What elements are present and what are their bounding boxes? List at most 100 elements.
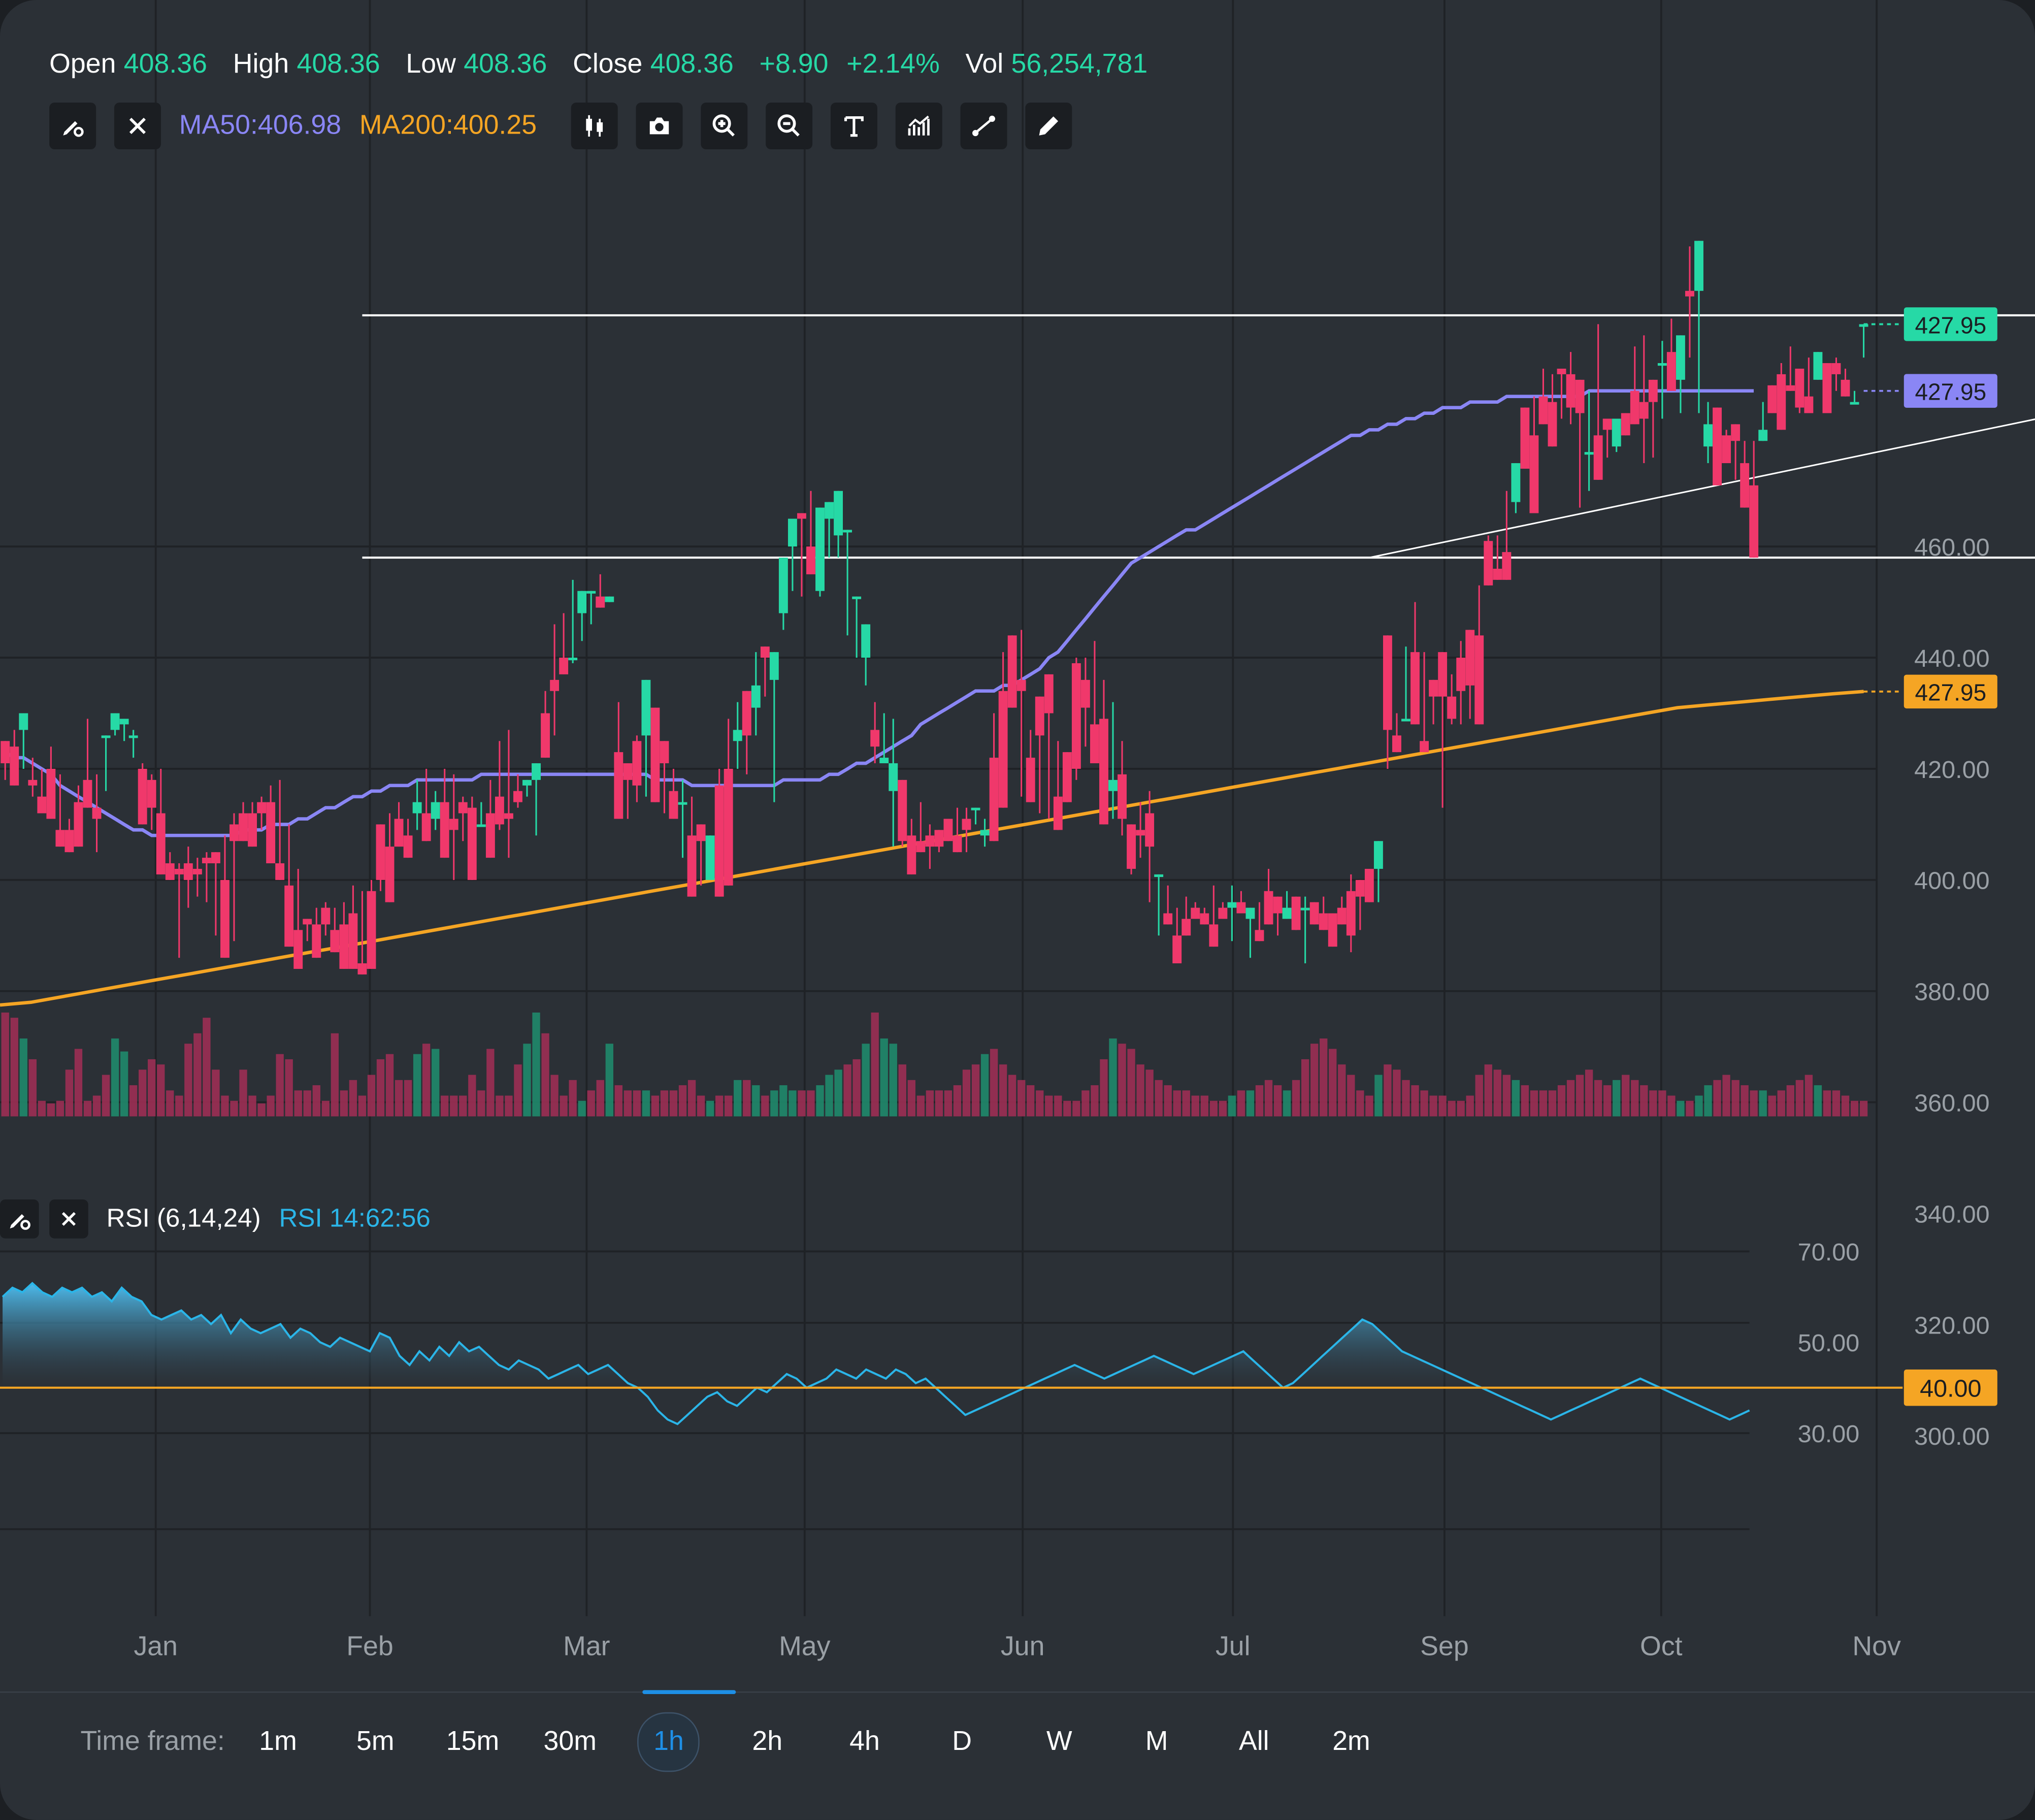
timeframe-option-w[interactable]: W <box>1046 1726 1072 1757</box>
candle-body <box>568 658 578 661</box>
draw-tool-button[interactable] <box>1025 102 1072 149</box>
price-label-box <box>1903 307 1997 341</box>
volume-bar <box>1017 1080 1026 1117</box>
volume-bar <box>578 1100 586 1117</box>
volume-bar <box>1283 1090 1291 1117</box>
y-tick-label: 440.00 <box>1914 645 1989 672</box>
candle-body <box>128 735 138 738</box>
trendline-tool-button[interactable] <box>960 102 1007 149</box>
y-tick-label: 320.00 <box>1914 1312 1989 1339</box>
candle-body <box>1557 368 1566 374</box>
volume-bar <box>1191 1095 1199 1117</box>
volume-bar <box>825 1075 833 1117</box>
close-indicator-button[interactable] <box>114 102 161 149</box>
volume-bar <box>1722 1075 1730 1117</box>
volume-bar <box>257 1103 266 1117</box>
candle-body <box>787 518 797 547</box>
volume-bar <box>1731 1080 1739 1117</box>
candle-body <box>1291 896 1301 930</box>
volume-bar <box>92 1095 101 1117</box>
timeframe-option-15m[interactable]: 15m <box>446 1726 500 1757</box>
candle-body <box>953 835 962 853</box>
indicators-button[interactable] <box>895 102 942 149</box>
change-percent: +2.14% <box>846 49 940 79</box>
timeframe-option-5m[interactable]: 5m <box>356 1726 395 1757</box>
price-label-box <box>1903 674 1997 709</box>
volume-bar <box>789 1090 797 1117</box>
volume-bar <box>523 1044 531 1117</box>
volume-bar <box>1127 1049 1135 1117</box>
indicator-settings-button[interactable] <box>49 102 96 149</box>
candle-body <box>870 730 880 747</box>
candle-body <box>778 558 788 613</box>
volume-bar <box>980 1054 989 1117</box>
volume-bar <box>203 1018 211 1117</box>
volume-bar <box>47 1103 55 1117</box>
candle-body <box>1722 435 1731 464</box>
candle-body <box>559 658 569 674</box>
candle-body <box>971 807 980 810</box>
volume-bar <box>303 1090 311 1117</box>
candle-body <box>669 791 678 819</box>
candle-body <box>1795 368 1804 408</box>
volume-bar <box>349 1080 357 1117</box>
volume-bar <box>898 1064 906 1117</box>
candle-body <box>1566 374 1576 408</box>
volume-bar <box>120 1051 128 1117</box>
timeframe-option-2m[interactable]: 2m <box>1332 1726 1370 1757</box>
timeframe-option-4h[interactable]: 4h <box>849 1726 880 1757</box>
candle-body <box>1584 452 1594 455</box>
timeframe-option-m[interactable]: M <box>1145 1726 1168 1757</box>
rsi-close-button[interactable] <box>49 1199 88 1239</box>
rsi-settings-button[interactable] <box>0 1199 39 1239</box>
volume-bar <box>1310 1044 1319 1117</box>
timeframe-option-all[interactable]: All <box>1238 1726 1269 1757</box>
timeframe-option-30m[interactable]: 30m <box>543 1726 597 1757</box>
candle-body <box>1511 463 1521 502</box>
volume-bar <box>642 1090 650 1117</box>
volume-bar <box>1557 1085 1566 1117</box>
volume-bar <box>468 1075 476 1117</box>
volume-bar <box>596 1080 604 1117</box>
volume-bar <box>660 1090 669 1117</box>
timeframe-option-1h[interactable]: 1h <box>637 1712 700 1772</box>
candle-body <box>1429 679 1438 697</box>
chart-type-button[interactable] <box>570 102 617 149</box>
candle-body <box>1080 679 1090 708</box>
volume-bar <box>432 1049 440 1117</box>
volume-bar <box>1677 1100 1685 1117</box>
text-tool-button[interactable] <box>830 102 877 149</box>
candle-body <box>861 624 871 658</box>
timeframe-option-2h[interactable]: 2h <box>752 1726 783 1757</box>
volume-bar <box>230 1100 238 1117</box>
low-value: 408.36 <box>464 49 547 79</box>
volume-bar <box>687 1080 696 1117</box>
zoom-out-button[interactable] <box>765 102 812 149</box>
volume-bar <box>129 1085 138 1117</box>
volume-bar <box>1438 1095 1447 1117</box>
screenshot-button[interactable] <box>635 102 682 149</box>
timeframe-option-1m[interactable]: 1m <box>259 1726 297 1757</box>
zoom-in-button[interactable] <box>700 102 747 149</box>
volume-bar <box>1301 1059 1309 1117</box>
volume-bar <box>1292 1080 1300 1117</box>
candle-body <box>1575 379 1585 413</box>
candle-body <box>211 852 220 864</box>
trend-chart-icon <box>907 115 929 136</box>
volume-bar <box>1493 1069 1501 1117</box>
volume-bar <box>816 1085 824 1117</box>
rsi-line <box>2 1282 1750 1425</box>
candle-body <box>1191 907 1200 919</box>
candle-body <box>1822 363 1832 413</box>
volume-bar <box>623 1090 632 1117</box>
volume-bar <box>532 1012 540 1117</box>
volume-bar <box>843 1064 851 1117</box>
volume-bar <box>1219 1100 1227 1117</box>
candle-body <box>696 824 706 841</box>
candle-body <box>156 813 166 874</box>
candle-body <box>1538 396 1548 425</box>
x-tick-label: Feb <box>346 1631 393 1661</box>
timeframe-option-d[interactable]: D <box>952 1726 972 1757</box>
